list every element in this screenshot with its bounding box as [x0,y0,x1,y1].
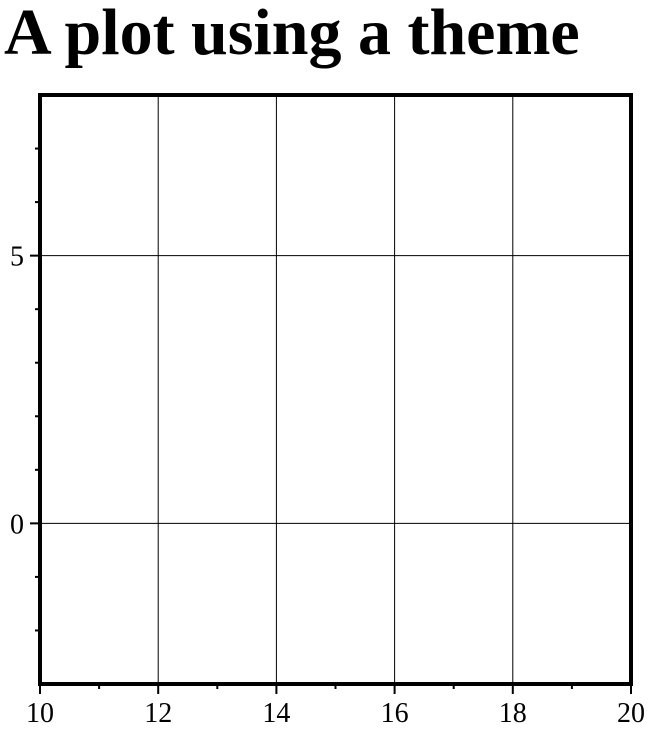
x-tick-label: 16 [381,698,409,729]
x-tick-label: 12 [144,698,172,729]
y-tick-label: 5 [10,242,24,273]
y-tick-label: 0 [10,509,24,540]
x-tick-label: 20 [617,698,645,729]
axis-ticks [30,147,632,694]
x-tick-label: 18 [499,698,527,729]
x-tick-label: 14 [262,698,290,729]
chart-title: A plot using a theme [4,0,580,69]
x-axis-labels: 10 12 14 16 18 20 [26,698,645,729]
y-axis-labels: 05 [10,242,24,541]
plot-frame [38,93,633,686]
grid [40,95,631,684]
x-tick-label: 10 [26,698,54,729]
